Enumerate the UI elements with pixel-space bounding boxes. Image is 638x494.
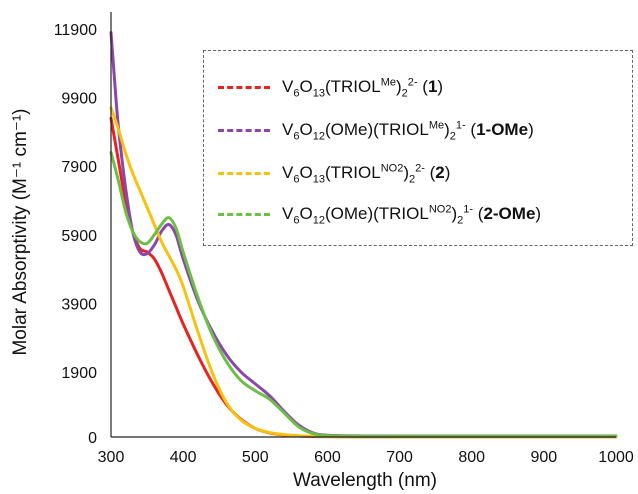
- y-axis-title: Molar Absorptivity (M⁻¹ cm⁻¹): [10, 108, 31, 355]
- x-tick-label: 900: [531, 449, 558, 466]
- legend-label-4: V6O12(OMe)(TRIOLNO2)21- (2-OMe): [282, 203, 542, 227]
- x-tick-label: 300: [98, 449, 125, 466]
- legend-item-2: V6O12(OMe)(TRIOLMe)21- (1-OMe): [218, 117, 534, 143]
- legend-item-3: V6O13(TRIOLNO2)22- (2): [218, 160, 450, 186]
- x-axis-title: Wavelength (nm): [293, 470, 437, 491]
- x-tick-label: 700: [386, 449, 413, 466]
- y-tick-label: 5900: [61, 228, 97, 245]
- y-tick-label: 1900: [61, 365, 97, 382]
- legend-item-1: V6O13(TRIOLMe)22- (1): [218, 74, 443, 100]
- x-tick-labels: 300 400 500 600 700 800 900 1000: [98, 449, 634, 466]
- y-tick-label: 7900: [61, 159, 97, 176]
- legend-item-4: V6O12(OMe)(TRIOLNO2)21- (2-OMe): [218, 201, 541, 227]
- x-tick-label: 500: [242, 449, 269, 466]
- x-tick-label: 800: [458, 449, 485, 466]
- legend-label-1: V6O13(TRIOLMe)22- (1): [282, 76, 444, 100]
- x-tick-label: 400: [170, 449, 197, 466]
- x-tick-label: 1000: [598, 449, 634, 466]
- y-tick-labels: 0 1900 3900 5900 7900 9900 11900: [54, 22, 97, 447]
- series-line-2-ome: [109, 151, 618, 438]
- y-tick-label: 0: [88, 430, 97, 447]
- legend-swatch-1: [218, 85, 270, 89]
- legend-swatch-4: [218, 212, 270, 216]
- x-tick-label: 600: [314, 449, 341, 466]
- y-tick-label: 9900: [61, 91, 97, 108]
- legend-label-3: V6O13(TRIOLNO2)22- (2): [282, 162, 451, 186]
- legend: V6O13(TRIOLMe)22- (1) V6O12(OMe)(TRIOLMe…: [203, 50, 633, 246]
- legend-label-2: V6O12(OMe)(TRIOLMe)21- (1-OMe): [282, 119, 534, 143]
- y-tick-label: 11900: [54, 22, 97, 39]
- legend-swatch-3: [218, 171, 270, 175]
- legend-swatch-2: [218, 128, 270, 132]
- y-tick-label: 3900: [61, 296, 97, 313]
